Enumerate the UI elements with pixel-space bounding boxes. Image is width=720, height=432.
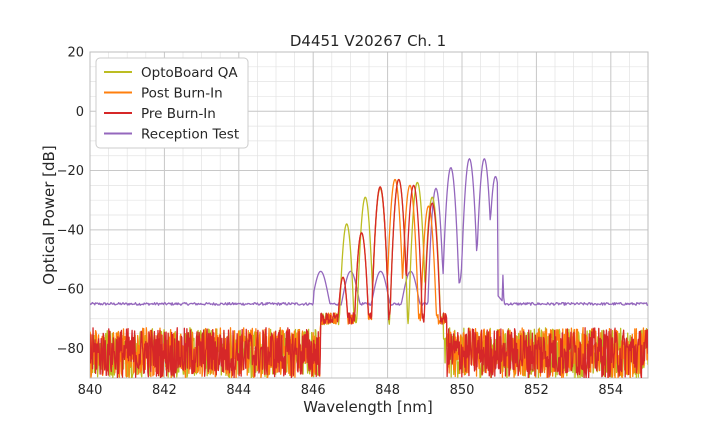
legend-entry-label: Post Burn-In xyxy=(141,86,223,102)
x-tick-label: 850 xyxy=(450,383,475,398)
y-tick-label: −20 xyxy=(57,164,84,179)
series-line-pre-burn-in xyxy=(90,178,648,378)
x-tick-label: 854 xyxy=(598,383,623,398)
y-tick-label: 20 xyxy=(67,46,84,61)
tick-labels: 840 842 844 846 848 850 852 854 −80 −60 −40 −20 0 20 xyxy=(57,46,624,399)
x-tick-label: 842 xyxy=(152,383,177,398)
x-axis-label: Wavelength [nm] xyxy=(303,398,433,416)
y-tick-label: −60 xyxy=(57,283,84,298)
legend: OptoBoard QA Post Burn-In Pre Burn-In Recep… xyxy=(95,57,249,149)
legend-entry-label: OptoBoard QA xyxy=(141,65,238,81)
series-line-reception-test xyxy=(90,158,648,306)
x-tick-label: 852 xyxy=(524,383,549,398)
legend-entry-label: Reception Test xyxy=(141,127,239,143)
y-axis-label: Optical Power [dB] xyxy=(40,145,58,284)
y-tick-label: −80 xyxy=(57,342,84,357)
legend-entry-label: Pre Burn-In xyxy=(141,106,216,122)
legend-box xyxy=(95,57,249,149)
x-tick-label: 840 xyxy=(78,383,103,398)
x-tick-label: 846 xyxy=(301,383,326,398)
plot-frame xyxy=(89,51,649,379)
chart-title: D4451 V20267 Ch. 1 xyxy=(290,32,446,50)
x-tick-label: 844 xyxy=(226,383,251,398)
series-layer xyxy=(90,158,648,378)
y-tick-label: 0 xyxy=(76,105,84,120)
y-tick-label: −40 xyxy=(57,223,84,238)
x-tick-label: 848 xyxy=(375,383,400,398)
